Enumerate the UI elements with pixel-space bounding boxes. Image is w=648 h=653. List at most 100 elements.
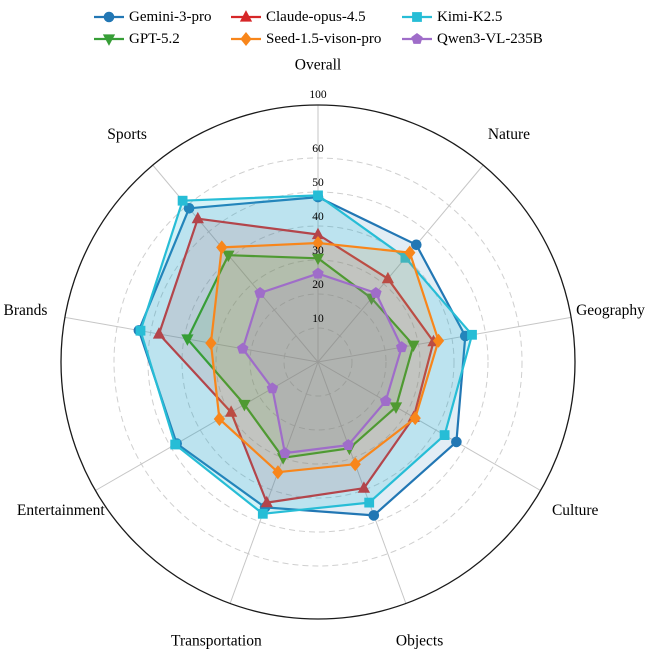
axis-spoke [317,361,407,604]
grid-ring [283,327,353,397]
data-point-marker [213,412,226,426]
series-fill [187,255,414,458]
data-point-marker [432,333,445,348]
legend-item-claude-opus-4.5: Claude-opus-4.5 [231,9,366,25]
data-point-marker [357,481,371,493]
radial-tick-label: 30 [312,245,324,257]
data-point-marker [181,334,194,346]
legend-item-gpt-5.2: GPT-5.2 [94,31,180,47]
series-line [241,272,403,455]
data-point-marker [216,240,228,255]
legend-item-qwen3-vl-235b: Qwen3-VL-235B [402,31,543,47]
legend-label: Claude-opus-4.5 [266,9,366,25]
data-point-marker [412,12,422,22]
data-point-marker [379,395,392,406]
series-seed-1.5-vison-pro [205,236,445,480]
series-line [157,217,435,504]
data-point-marker [407,340,420,353]
data-point-marker [272,465,284,480]
category-label-sports: Sports [107,126,147,143]
radial-tick-label: 50 [312,177,324,189]
data-point-marker [368,510,380,521]
data-point-marker [409,411,421,426]
data-point-marker [411,32,423,44]
data-point-marker [236,342,249,354]
legend-label: Seed-1.5-vison-pro [266,31,381,47]
data-point-marker [238,399,251,412]
data-point-marker [410,239,422,251]
data-point-marker [266,382,279,394]
data-point-marker [224,405,238,417]
data-point-marker [205,336,217,351]
category-label-culture: Culture [552,502,599,519]
data-point-marker [381,271,395,284]
data-point-marker [279,447,291,458]
series-fill [210,243,439,473]
data-point-marker [170,439,181,450]
data-point-marker [191,211,204,224]
category-label-overall: Overall [295,57,341,74]
data-point-marker [349,457,361,472]
series-fill [140,195,472,514]
legend-label: Gemini-3-pro [129,9,211,25]
data-point-marker [260,495,273,508]
radial-tick-label: 40 [312,211,324,223]
legend-label: Qwen3-VL-235B [437,31,543,47]
data-point-marker [222,250,235,263]
data-point-marker [311,253,325,266]
axis-spoke [317,164,484,363]
data-point-marker [451,436,462,448]
data-point-marker [240,32,252,46]
series-qwen3-vl-235b [236,267,408,458]
radial-tick-label: 20 [312,279,324,291]
data-point-marker [102,34,116,46]
legend-item-gemini-3-pro: Gemini-3-pro [94,9,211,25]
data-point-marker [312,267,324,279]
data-point-marker [342,439,354,450]
category-label-transportation: Transportation [171,633,262,650]
data-point-marker [312,236,324,250]
grid-ring [249,293,387,431]
category-labels: Overall Nature Geography Culture Objects Tran… [4,57,646,650]
legend-item-kimi-k2.5: Kimi-K2.5 [402,9,502,25]
series-line [186,254,415,459]
series-line [209,241,440,474]
radial-tick-label: 10 [312,313,324,325]
data-point-marker [467,329,477,340]
category-label-nature: Nature [488,126,530,143]
data-point-marker [370,286,382,298]
data-point-marker [103,11,115,23]
axis-spoke [317,361,541,491]
data-point-marker [183,203,195,214]
category-label-objects: Objects [396,633,443,650]
data-point-marker [389,402,403,414]
legend-label: Kimi-K2.5 [437,9,502,25]
data-point-marker [257,508,268,519]
data-point-marker [239,10,253,22]
data-point-marker [395,341,408,353]
axis-spoke [317,316,572,363]
legend-label: GPT-5.2 [129,31,180,47]
data-point-marker [254,286,266,298]
category-label-brands: Brands [4,302,48,319]
axis-spoke [64,316,319,363]
data-point-marker [404,245,416,260]
category-label-entertainment: Entertainment [17,502,105,519]
data-point-marker [439,430,450,441]
axis-spoke [229,361,319,604]
series-line [137,196,467,517]
data-point-marker [364,497,375,508]
data-point-marker [177,195,188,206]
series-fill [242,273,402,454]
series-line [139,194,474,515]
legend: Gemini-3-pro Claude-opus-4.5 Kimi-K2.5 GPT-… [94,9,543,47]
legend-item-seed-1.5-vison-pro: Seed-1.5-vison-pro [231,31,381,47]
radial-tick-label: 60 [312,143,324,155]
data-point-marker [135,325,146,336]
grid-ring [215,259,421,465]
series-kimi-k2.5 [135,190,477,519]
radial-tick-labels: 10 20 30 40 50 60 100 [309,89,327,325]
category-label-geography: Geography [576,302,645,319]
radial-tick-label-outer: 100 [309,89,327,101]
